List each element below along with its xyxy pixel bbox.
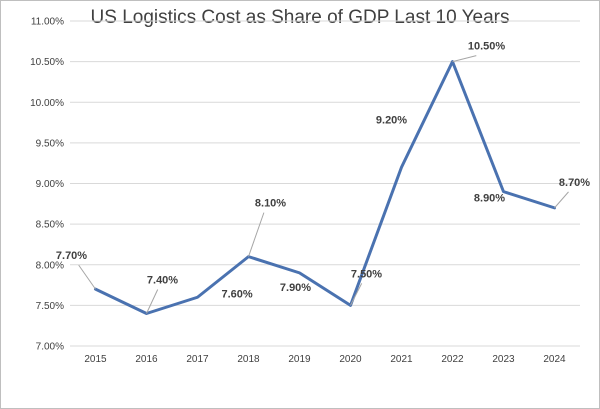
data-label: 7.50% [351, 268, 382, 280]
data-label: 8.90% [474, 193, 505, 205]
data-label: 7.40% [147, 275, 178, 287]
y-tick-label: 7.00% [36, 342, 64, 353]
x-tick-label: 2024 [543, 354, 566, 365]
y-tick-label: 10.00% [30, 98, 64, 109]
x-tick-label: 2021 [390, 354, 413, 365]
y-tick-label: 8.00% [36, 260, 64, 271]
x-tick-label: 2015 [84, 354, 107, 365]
x-tick-label: 2022 [441, 354, 464, 365]
data-label: 7.60% [222, 288, 253, 300]
data-label: 10.50% [468, 41, 506, 53]
x-tick-label: 2016 [135, 354, 158, 365]
y-tick-label: 9.50% [36, 138, 64, 149]
data-label: 8.10% [255, 198, 286, 210]
x-tick-label: 2018 [237, 354, 260, 365]
leader-line [248, 212, 265, 257]
leader-line [146, 289, 159, 314]
data-label: 7.70% [56, 250, 87, 262]
leader-line [452, 55, 477, 63]
data-label: 7.90% [280, 282, 311, 294]
x-tick-label: 2023 [492, 354, 515, 365]
data-label: 8.70% [559, 177, 590, 189]
data-label: 9.20% [376, 114, 407, 126]
leader-line [78, 264, 96, 290]
series-line [94, 60, 556, 315]
chart-title: US Logistics Cost as Share of GDP Last 1… [90, 7, 510, 28]
x-tick-label: 2019 [288, 354, 311, 365]
y-tick-label: 7.50% [36, 301, 64, 312]
y-tick-label: 8.50% [36, 220, 64, 231]
leader-line [350, 283, 363, 306]
x-tick-label: 2020 [339, 354, 362, 365]
y-tick-label: 9.00% [36, 179, 64, 190]
leader-line [554, 191, 569, 209]
x-tick-label: 2017 [186, 354, 209, 365]
y-tick-label: 10.50% [30, 57, 64, 68]
y-tick-label: 11.00% [31, 17, 64, 28]
